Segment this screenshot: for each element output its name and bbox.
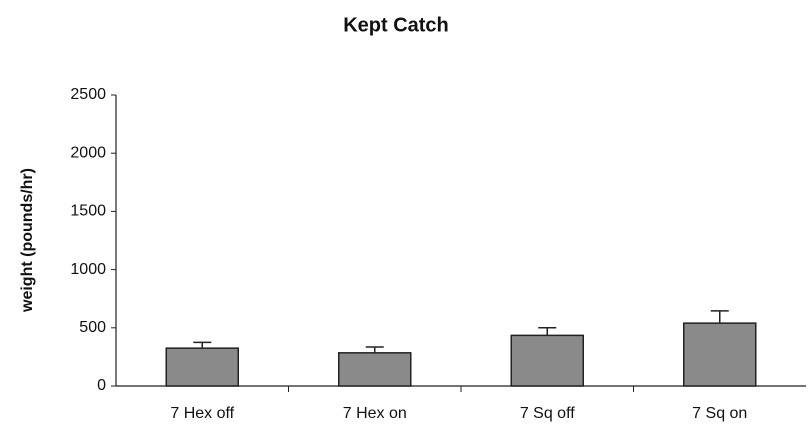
y-tick-label: 1500 bbox=[70, 203, 106, 220]
y-tick-label: 2000 bbox=[70, 144, 106, 161]
y-tick-label: 2500 bbox=[70, 86, 106, 103]
bar bbox=[510, 334, 584, 387]
y-tick-label: 1000 bbox=[70, 261, 106, 278]
bar bbox=[338, 352, 412, 387]
x-tick-label: 7 Hex on bbox=[343, 405, 407, 422]
x-tick-label: 7 Sq off bbox=[520, 405, 575, 422]
bar bbox=[683, 322, 757, 387]
bar bbox=[165, 347, 239, 387]
x-tick-label: 7 Hex off bbox=[170, 405, 234, 422]
chart-title: Kept Catch bbox=[343, 14, 449, 36]
y-tick-label: 0 bbox=[97, 377, 106, 394]
x-tick-label: 7 Sq on bbox=[692, 405, 747, 422]
y-axis-label: weight (pounds/hr) bbox=[19, 168, 36, 313]
y-tick-label: 500 bbox=[79, 319, 106, 336]
